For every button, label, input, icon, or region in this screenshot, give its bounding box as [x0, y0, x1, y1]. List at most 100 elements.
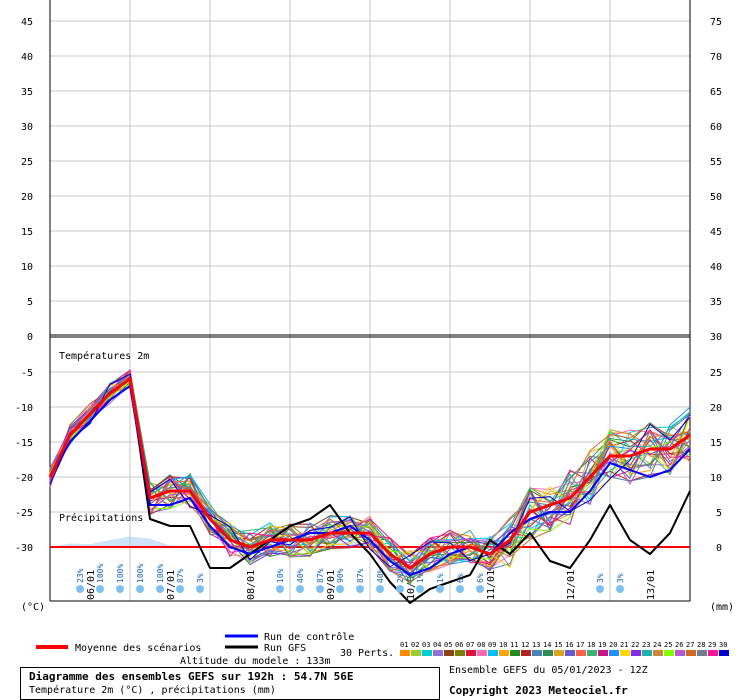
- y-tick-lower-left: -10: [15, 403, 33, 414]
- snow-probability-label: 100%: [156, 564, 165, 583]
- snow-probability-label: 23%: [76, 568, 85, 583]
- series-line: [49, 378, 691, 604]
- pert-number: 22: [631, 641, 639, 649]
- legend-control-label: Run de contrôle: [264, 631, 354, 643]
- snow-probability-label: 40%: [376, 568, 385, 583]
- y-tick-upper-right: 35: [710, 297, 722, 308]
- perturbation-line: [49, 368, 691, 564]
- snow-icon: [476, 585, 484, 593]
- pert-number: 16: [565, 641, 573, 649]
- pert-color-chip: [598, 650, 608, 656]
- pert-number: 19: [598, 641, 606, 649]
- pert-number: 24: [653, 641, 661, 649]
- temperature-panel-label: Températures 2m: [59, 350, 149, 362]
- perturbation-line: [49, 380, 691, 571]
- y-tick-upper-left: 15: [21, 227, 33, 238]
- y-tick-upper-left: 5: [27, 297, 33, 308]
- snow-probability-label: 90%: [336, 568, 345, 583]
- snow-icon: [376, 585, 384, 593]
- y-tick-lower-left: -20: [15, 473, 33, 484]
- snow-probability-label: 3%: [196, 573, 205, 583]
- pert-color-chip: [719, 650, 729, 656]
- pert-color-chip: [455, 650, 465, 656]
- pert-number: 07: [466, 641, 474, 649]
- pert-number: 15: [554, 641, 562, 649]
- snow-icon: [276, 585, 284, 593]
- y-tick-lower-left: -30: [15, 543, 33, 554]
- x-date-label: 11/01: [486, 570, 497, 600]
- pert-number: 18: [587, 641, 595, 649]
- right-unit-label: (mm): [710, 602, 734, 613]
- pert-number: 10: [499, 641, 507, 649]
- snow-icon: [416, 585, 424, 593]
- y-tick-upper-right: 60: [710, 122, 722, 133]
- pert-number: 25: [664, 641, 672, 649]
- pert-color-chip: [664, 650, 674, 656]
- pert-number: 17: [576, 641, 584, 649]
- perturbation-line: [49, 373, 691, 568]
- legend-perts-label: 30 Perts.: [340, 648, 394, 659]
- pert-number: 13: [532, 641, 540, 649]
- x-date-label: 13/01: [646, 570, 657, 600]
- series-line: [48, 377, 691, 570]
- snow-probability-label: 40%: [296, 568, 305, 583]
- pert-number: 12: [521, 641, 529, 649]
- y-tick-upper-right: 40: [710, 262, 722, 273]
- pert-color-chip: [675, 650, 685, 656]
- perturbation-line: [49, 383, 691, 573]
- snow-icon: [196, 585, 204, 593]
- snow-probability-label: 3%: [596, 573, 605, 583]
- pert-color-chip: [532, 650, 542, 656]
- footer-title: Diagramme des ensembles GEFS sur 192h : …: [29, 670, 354, 683]
- pert-number: 30: [719, 641, 727, 649]
- snow-icon: [156, 585, 164, 593]
- y-tick-upper-left: 25: [21, 157, 33, 168]
- y-tick-upper-right: 65: [710, 87, 722, 98]
- snow-icon: [436, 585, 444, 593]
- pert-color-chip: [697, 650, 707, 656]
- snow-probability-label: 87%: [176, 568, 185, 583]
- snow-probability-label: 10%: [276, 568, 285, 583]
- perturbation-line: [49, 386, 691, 584]
- y-tick-upper-left: 10: [21, 262, 33, 273]
- y-tick-lower-right: 0: [716, 543, 722, 554]
- snow-probability-label: 100%: [96, 564, 105, 583]
- snow-icon: [596, 585, 604, 593]
- run-info: Ensemble GEFS du 05/01/2023 - 12Z: [449, 665, 648, 676]
- pert-number: 04: [433, 641, 441, 649]
- snow-icon: [116, 585, 124, 593]
- y-tick-lower-left: -25: [15, 508, 33, 519]
- pert-color-chip: [576, 650, 586, 656]
- snow-probability-label: 6%: [456, 573, 465, 583]
- snow-probability-label: 87%: [356, 568, 365, 583]
- pert-color-chip: [488, 650, 498, 656]
- y-tick-upper-right: 70: [710, 52, 722, 63]
- y-tick-upper-left: 35: [21, 87, 33, 98]
- pert-color-chip: [477, 650, 487, 656]
- y-tick-lower-right: 15: [710, 438, 722, 449]
- pert-number: 14: [543, 641, 551, 649]
- pert-number: 02: [411, 641, 419, 649]
- snow-icon: [176, 585, 184, 593]
- snow-icon: [296, 585, 304, 593]
- perturbation-line: [49, 373, 691, 571]
- pert-color-chip: [499, 650, 509, 656]
- pert-number: 20: [609, 641, 617, 649]
- pert-color-chip: [444, 650, 454, 656]
- pert-color-chip: [411, 650, 421, 656]
- pert-number: 26: [675, 641, 683, 649]
- snow-icon: [316, 585, 324, 593]
- pert-color-chip: [653, 650, 663, 656]
- snow-probability-label: 87%: [316, 568, 325, 583]
- series-line: [49, 385, 691, 576]
- y-tick-upper-right: 45: [710, 227, 722, 238]
- pert-number: 06: [455, 641, 463, 649]
- perturbation-line: [49, 375, 691, 571]
- y-tick-upper-left: 0: [27, 332, 33, 343]
- pert-color-chip: [565, 650, 575, 656]
- y-tick-lower-right: 25: [710, 368, 722, 379]
- snow-icon: [356, 585, 364, 593]
- pert-color-chip: [620, 650, 630, 656]
- snow-probability-label: 3%: [616, 573, 625, 583]
